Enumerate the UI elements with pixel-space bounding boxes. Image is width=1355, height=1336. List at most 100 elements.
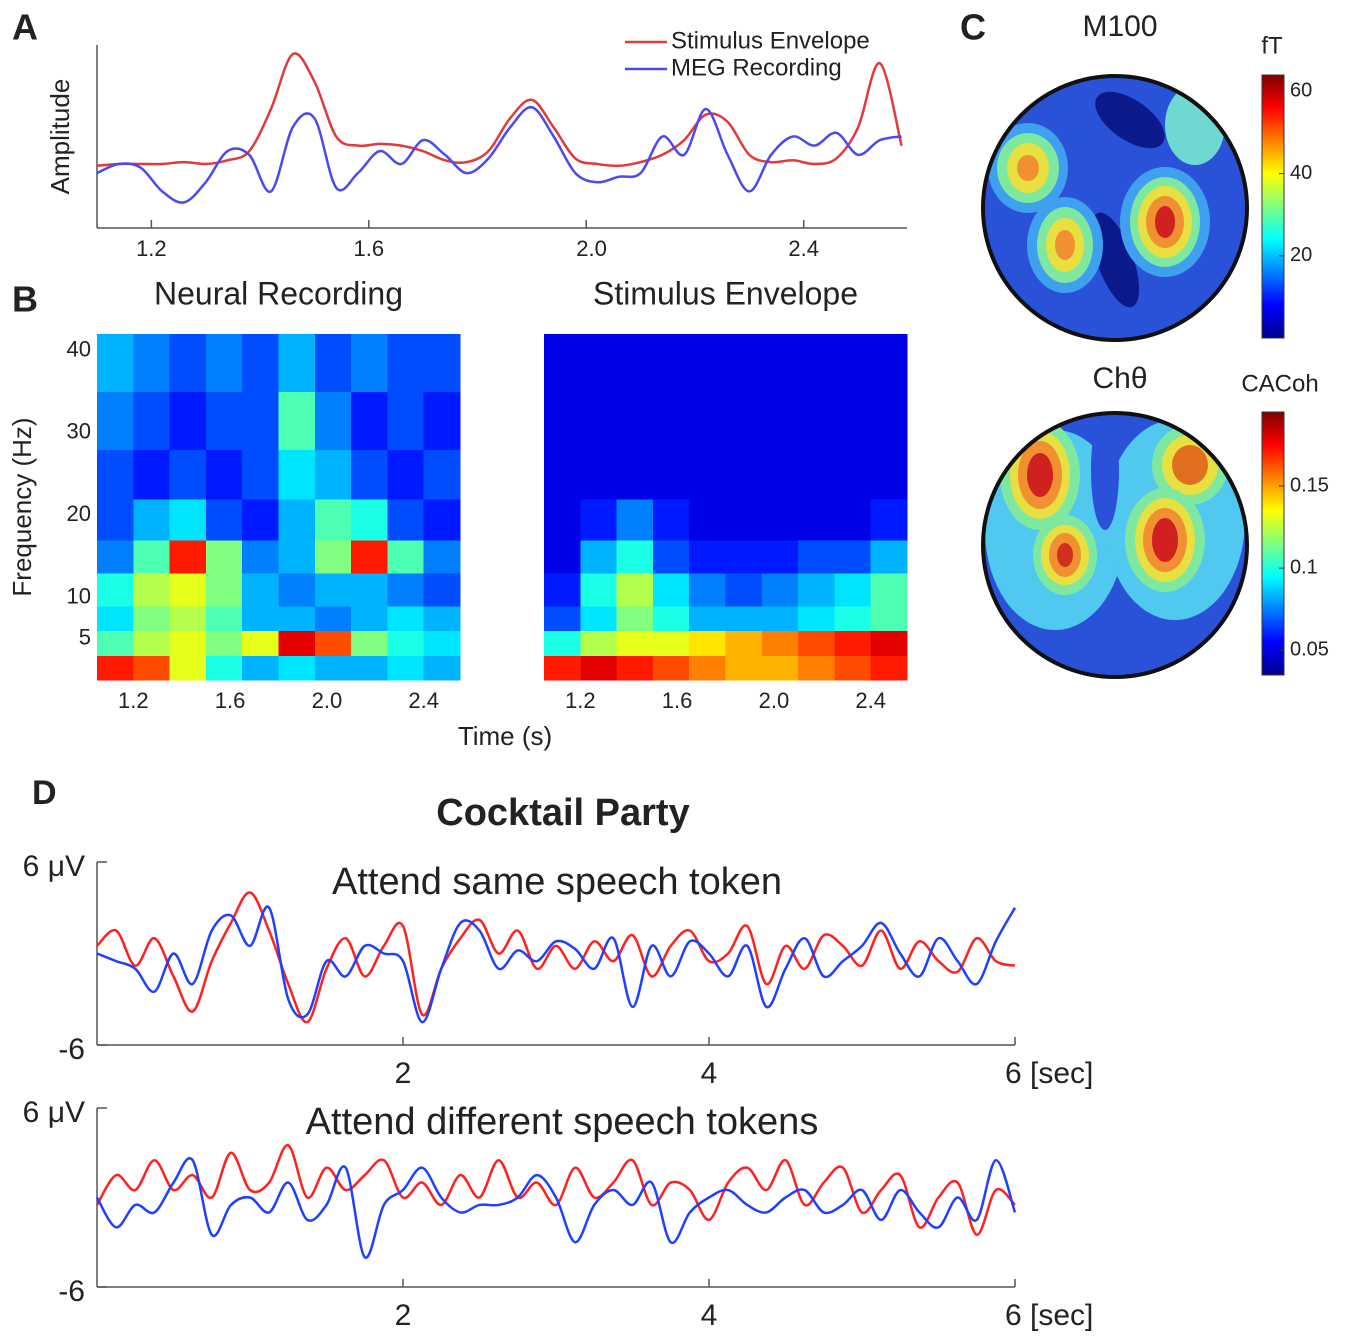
heatmap-cell <box>544 655 581 681</box>
heatmap-cell <box>169 630 207 656</box>
heatmap-cell <box>278 498 316 541</box>
x-tick-label: 2.0 <box>312 688 343 713</box>
heatmap-cell <box>423 498 461 541</box>
series-line <box>95 1144 1016 1237</box>
heatmap-cell <box>351 539 388 574</box>
topo-blob <box>1057 543 1073 567</box>
y-tick-label: 5 <box>79 625 91 650</box>
heatmap-cell <box>761 334 799 393</box>
heatmap-cell <box>580 498 618 541</box>
chart-title: Stimulus Envelope <box>593 275 858 311</box>
colorbar-tick-label: 0.05 <box>1290 639 1329 661</box>
heatmap-cell <box>387 449 425 500</box>
x-tick-label: 1.6 <box>354 236 385 261</box>
heatmap-cell <box>798 630 835 656</box>
heatmap-cell <box>544 630 581 656</box>
x-tick-label: 2.0 <box>576 236 607 261</box>
x-tick-label: 1.2 <box>136 236 167 261</box>
series-line <box>96 52 903 168</box>
heatmap-cell <box>652 630 690 656</box>
topomap-image <box>983 76 1247 340</box>
colorbar-tick-label: 60 <box>1290 80 1312 102</box>
heatmap-cell <box>133 498 171 541</box>
topo-blob <box>1172 445 1208 485</box>
heatmap-cell <box>387 498 425 541</box>
heatmap-cell <box>205 391 243 450</box>
heatmap-cell <box>652 498 690 541</box>
heatmap-cell <box>387 572 425 607</box>
heatmap-cell <box>205 334 243 393</box>
heatmap-cell <box>580 334 618 393</box>
y-tick-label: 6 μV <box>23 850 85 883</box>
heatmap-cell <box>351 498 388 541</box>
heatmap-cell <box>351 334 388 393</box>
heatmap-cell <box>423 572 461 607</box>
heatmap-cell <box>798 334 835 393</box>
heatmap-cell <box>351 449 388 500</box>
heatmap-cell <box>544 572 581 607</box>
heatmap-cell <box>314 605 352 632</box>
heatmap-cell <box>278 605 316 632</box>
heatmap-cell <box>870 605 908 632</box>
colorbar-tick-label: 20 <box>1290 244 1312 266</box>
colorbar-tick-label: 40 <box>1290 162 1312 184</box>
heatmap-cell <box>652 572 690 607</box>
heatmap-cell <box>544 539 581 574</box>
heatmap-cell <box>689 539 726 574</box>
heatmap-cell <box>133 605 171 632</box>
heatmap-cell <box>423 391 461 450</box>
heatmap-cell <box>689 572 726 607</box>
heatmap-cell <box>725 539 763 574</box>
series-line <box>96 905 1017 1024</box>
legend-label: MEG Recording <box>671 54 842 81</box>
x-tick-label: 2.0 <box>759 688 790 713</box>
heatmap-cell <box>97 391 134 450</box>
heatmap-cell <box>834 391 872 450</box>
heatmap-cell <box>798 572 835 607</box>
heatmap-cell <box>314 539 352 574</box>
heatmap-cell <box>97 605 134 632</box>
y-tick-label: 10 <box>67 583 91 608</box>
heatmap-cell <box>387 334 425 393</box>
heatmap-cell <box>169 655 207 681</box>
x-tick-label: 2.4 <box>855 688 886 713</box>
heatmap-cell <box>870 391 908 450</box>
heatmap-cell <box>798 539 835 574</box>
heatmap-cell <box>616 449 654 500</box>
x-tick-label: 2.4 <box>408 688 439 713</box>
x-tick-label: 2 <box>395 1057 412 1090</box>
heatmap-cell <box>242 539 279 574</box>
heatmap-cell <box>205 572 243 607</box>
suptitle: Cocktail Party <box>436 792 689 834</box>
panel-label: B <box>12 279 38 320</box>
heatmap-cell <box>387 539 425 574</box>
heatmap-cell <box>652 334 690 393</box>
heatmap-cell <box>834 449 872 500</box>
chart-title: Neural Recording <box>154 275 403 311</box>
topo-blob <box>1155 206 1175 238</box>
y-axis-label: Amplitude <box>45 79 75 195</box>
heatmap-cell <box>652 449 690 500</box>
heatmap-cell <box>870 539 908 574</box>
heatmap-cell <box>616 630 654 656</box>
heatmap-cell <box>278 449 316 500</box>
heatmap-cell <box>725 498 763 541</box>
heatmap-cell <box>351 605 388 632</box>
heatmap-cell <box>205 605 243 632</box>
y-axis-label: Frequency (Hz) <box>7 417 37 596</box>
heatmap-cell <box>761 449 799 500</box>
y-tick-label: -6 <box>58 1033 85 1066</box>
heatmap-cell <box>133 655 171 681</box>
x-tick-label: 1.2 <box>118 688 149 713</box>
heatmap-cell <box>351 630 388 656</box>
heatmap-cell <box>689 630 726 656</box>
heatmap-cell <box>133 334 171 393</box>
heatmap-cell <box>242 498 279 541</box>
heatmap-cell <box>616 655 654 681</box>
heatmap-cell <box>834 655 872 681</box>
heatmap-cell <box>133 572 171 607</box>
heatmap-cell <box>351 391 388 450</box>
heatmap-cell <box>580 655 618 681</box>
y-tick-label: 20 <box>67 501 91 526</box>
